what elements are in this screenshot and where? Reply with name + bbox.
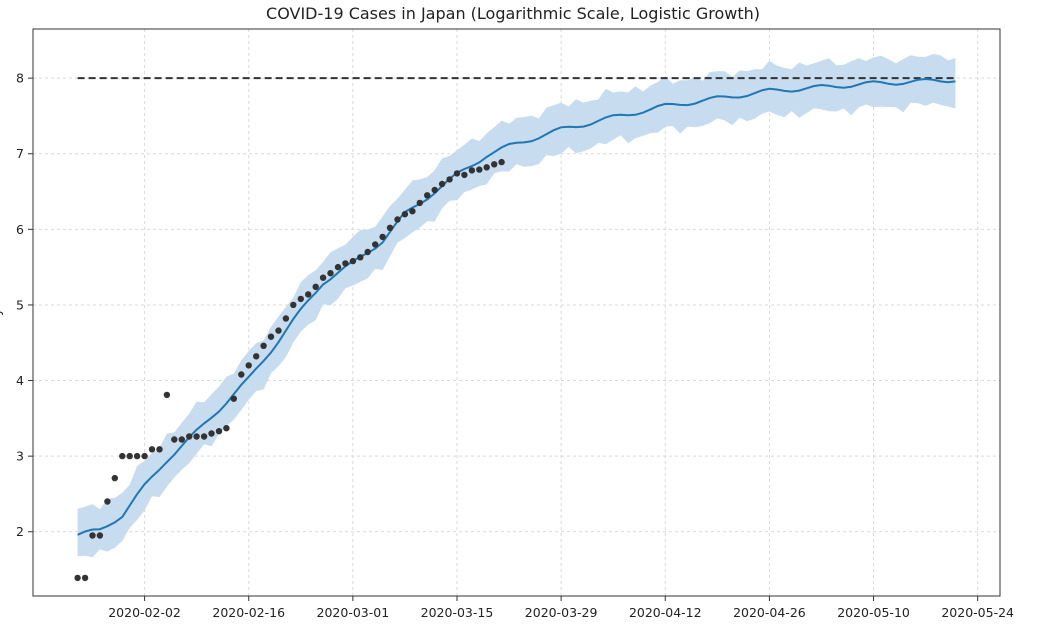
y-tick-label: 4 <box>16 373 24 388</box>
observed-point <box>74 574 81 582</box>
observed-points <box>74 158 505 582</box>
observed-point <box>431 186 438 194</box>
observed-point <box>386 224 394 231</box>
observed-point <box>379 233 386 241</box>
observed-point <box>215 428 223 435</box>
observed-point <box>491 161 498 168</box>
observed-point <box>156 446 163 453</box>
observed-point <box>178 436 185 443</box>
observed-point <box>461 171 468 179</box>
x-tick-label: 2020-02-02 <box>108 605 181 620</box>
observed-point <box>364 248 371 256</box>
observed-point <box>163 391 171 399</box>
observed-point <box>230 395 237 402</box>
observed-point <box>238 371 245 378</box>
observed-point <box>401 211 409 218</box>
observed-point <box>416 199 423 207</box>
y-tick-label: 8 <box>16 71 24 86</box>
x-tick-label: 2020-03-01 <box>317 605 390 620</box>
x-tick-label: 2020-03-15 <box>421 605 494 620</box>
uncertainty-band <box>77 54 956 558</box>
x-tick-label: 2020-05-10 <box>837 605 910 620</box>
y-tick-label: 2 <box>16 524 24 539</box>
observed-point <box>483 164 490 171</box>
observed-point <box>193 433 200 440</box>
observed-point <box>327 270 334 277</box>
observed-point <box>171 436 178 443</box>
x-tick-label: 2020-04-26 <box>733 605 806 620</box>
observed-point <box>245 362 252 369</box>
observed-point <box>312 283 319 290</box>
observed-point <box>133 452 141 460</box>
observed-point <box>81 574 89 582</box>
observed-point <box>438 180 446 188</box>
observed-point <box>260 342 267 349</box>
observed-point <box>372 241 379 248</box>
y-tick-label: 7 <box>16 146 24 161</box>
observed-point <box>223 425 230 432</box>
forecast-line <box>77 77 956 536</box>
observed-point <box>208 430 215 437</box>
y-tick-label: 6 <box>16 222 24 237</box>
x-tick-label: 2020-02-16 <box>212 605 285 620</box>
observed-point <box>282 315 290 322</box>
observed-point <box>409 208 416 215</box>
observed-point <box>498 158 505 166</box>
observed-point <box>253 353 260 360</box>
observed-point <box>89 532 96 539</box>
observed-point <box>200 433 208 440</box>
observed-point <box>96 532 104 539</box>
observed-point <box>357 254 364 261</box>
observed-point <box>342 260 349 267</box>
observed-point <box>111 474 119 482</box>
observed-point <box>141 452 148 460</box>
x-tick-label: 2020-04-12 <box>629 605 702 620</box>
grid <box>33 29 1000 596</box>
x-tick-label: 2020-03-29 <box>525 605 598 620</box>
observed-point <box>148 446 156 453</box>
observed-point <box>290 301 297 309</box>
observed-point <box>275 327 282 334</box>
observed-point <box>334 263 342 271</box>
observed-point <box>319 274 327 281</box>
observed-point <box>468 167 476 174</box>
observed-point <box>305 291 312 298</box>
observed-point <box>424 192 431 199</box>
observed-point <box>349 257 357 265</box>
observed-point <box>186 433 193 440</box>
observed-point <box>394 216 401 223</box>
y-tick-label: 3 <box>16 449 24 464</box>
observed-point <box>453 170 461 177</box>
observed-point <box>104 498 111 505</box>
chart-title: COVID-19 Cases in Japan (Logarithmic Sca… <box>266 4 760 23</box>
observed-point <box>267 333 275 340</box>
observed-point <box>446 176 453 183</box>
y-tick-label: 5 <box>16 297 24 312</box>
observed-point <box>119 452 126 460</box>
y-axis-label: y <box>0 308 4 316</box>
observed-point <box>126 452 133 460</box>
x-tick-label: 2020-05-24 <box>941 605 1014 620</box>
axis-ticks: 2020-02-02 2020-02-16 2020-03-01 2020-03-15… <box>16 71 1014 620</box>
observed-point <box>297 295 304 303</box>
plot-frame <box>32 28 1001 597</box>
observed-point <box>476 166 483 173</box>
